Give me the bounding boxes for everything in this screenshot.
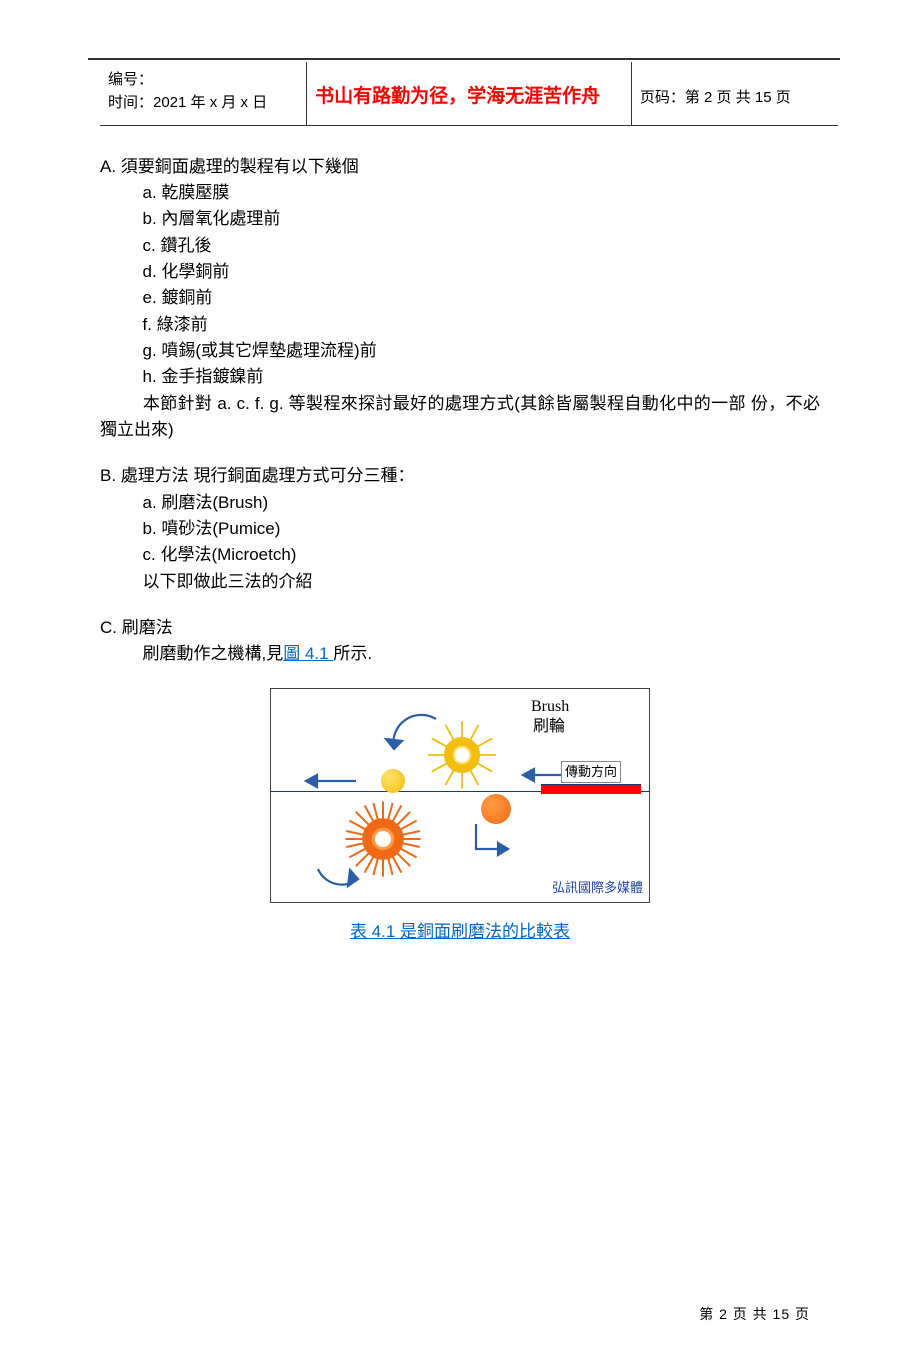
figure-link[interactable]: 圖 4.1 [283, 644, 333, 663]
section-c-suffix: 所示. [333, 644, 372, 663]
list-item: d. 化學銅前 [143, 259, 821, 285]
list-item: a. 刷磨法(Brush) [143, 490, 821, 516]
rotation-arrow-icon [306, 824, 376, 894]
header-left: 编号： 时间：2021 年 x 月 x 日 [100, 62, 307, 125]
content: A. 須要銅面處理的製程有以下幾個 a. 乾膜壓膜 b. 內層氧化處理前 c. … [100, 154, 820, 946]
top-rule [88, 58, 840, 60]
header: 编号： 时间：2021 年 x 月 x 日 书山有路勤为径，学海无涯苦作舟 页码… [100, 62, 838, 126]
figure-wrap: Brush 刷輪 傳動方向 弘訊國際多媒體 表 4.1 是銅面刷磨法的比較表 [100, 688, 820, 946]
section-c-prefix: 刷磨動作之機構,見 [143, 644, 284, 663]
header-middle: 书山有路勤为径，学海无涯苦作舟 [307, 62, 632, 125]
list-item: c. 鑽孔後 [143, 233, 821, 259]
table-link[interactable]: 表 4.1 是銅面刷磨法的比較表 [350, 922, 570, 941]
header-right: 页码：第 2 页 共 15 页 [631, 62, 838, 125]
doc-id-label: 编号： [108, 68, 298, 91]
list-item: e. 鍍銅前 [143, 285, 821, 311]
list-item: g. 噴錫(或其它焊墊處理流程)前 [143, 338, 821, 364]
section-c-title: C. 刷磨法 [100, 615, 820, 641]
section-b-title: B. 處理方法 現行銅面處理方式可分三種： [100, 463, 820, 489]
section-a-tail: 本節針對 a. c. f. g. 等製程來探討最好的處理方式(其餘皆屬製程自動化… [100, 391, 820, 444]
section-b: B. 處理方法 現行銅面處理方式可分三種： a. 刷磨法(Brush) b. 噴… [100, 463, 820, 595]
list-item: b. 內層氧化處理前 [143, 206, 821, 232]
section-a-title: A. 須要銅面處理的製程有以下幾個 [100, 154, 820, 180]
direction-arrow-icon [291, 769, 361, 794]
doc-time-label: 时间：2021 年 x 月 x 日 [108, 91, 298, 114]
path-arrow-icon [466, 819, 521, 864]
list-item: h. 金手指鍍鎳前 [143, 364, 821, 390]
section-c: C. 刷磨法 刷磨動作之機構,見圖 4.1 所示. [100, 615, 820, 668]
section-c-line: 刷磨動作之機構,見圖 4.1 所示. [143, 641, 821, 667]
figure-4-1: Brush 刷輪 傳動方向 弘訊國際多媒體 [270, 688, 650, 903]
list-item: b. 噴砂法(Pumice) [143, 516, 821, 542]
section-b-tail: 以下即做此三法的介紹 [143, 569, 821, 595]
rotation-arrow-icon [376, 699, 446, 769]
figure-label-direction: 傳動方向 [561, 761, 621, 783]
footer-page-label: 第 2 页 共 15 页 [699, 1304, 810, 1326]
page: 编号： 时间：2021 年 x 月 x 日 书山有路勤为径，学海无涯苦作舟 页码… [0, 58, 920, 1360]
figure-label-source: 弘訊國際多媒體 [552, 878, 643, 898]
section-a: A. 須要銅面處理的製程有以下幾個 a. 乾膜壓膜 b. 內層氧化處理前 c. … [100, 154, 820, 444]
small-roller-icon [381, 769, 405, 793]
table-caption: 表 4.1 是銅面刷磨法的比較表 [100, 919, 820, 945]
figure-label-brush-zh: 刷輪 [533, 715, 565, 740]
list-item: c. 化學法(Microetch) [143, 542, 821, 568]
header-page-label: 页码：第 2 页 共 15 页 [640, 68, 791, 109]
list-item: a. 乾膜壓膜 [143, 180, 821, 206]
header-motto: 书山有路勤为径，学海无涯苦作舟 [315, 68, 600, 111]
list-item: f. 綠漆前 [143, 312, 821, 338]
section-a-tail-text: 本節針對 a. c. f. g. 等製程來探討最好的處理方式(其餘皆屬製程自動化… [100, 394, 820, 439]
